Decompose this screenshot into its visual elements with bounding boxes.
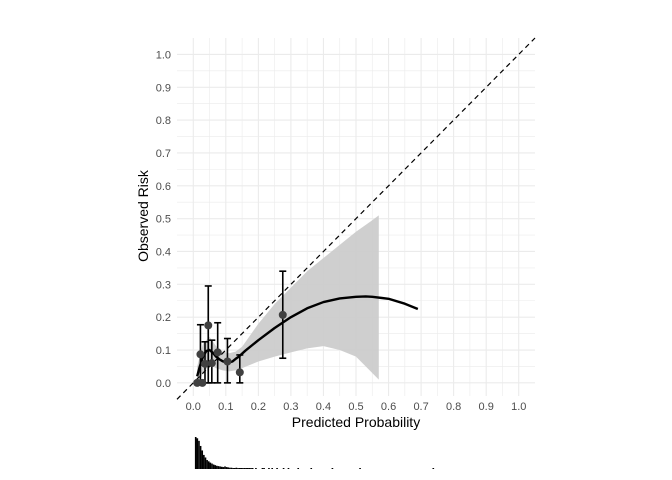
histogram-bar (233, 468, 236, 469)
histogram-bar (276, 468, 278, 469)
histogram-bar (261, 468, 264, 469)
histogram-bar (240, 468, 243, 469)
histogram-bar (282, 468, 285, 469)
histogram-bar (224, 466, 226, 469)
histogram-bar (263, 468, 265, 469)
smooth-curve (196, 295, 419, 377)
histogram-bar (331, 468, 334, 469)
confidence-band (197, 215, 379, 387)
y-tick-label: 0.5 (156, 214, 171, 226)
histogram-bar (310, 468, 313, 469)
histogram-bar (238, 468, 241, 469)
histogram-bar (235, 467, 238, 469)
y-tick-label: 0.3 (156, 279, 171, 291)
x-tick-labels: 0.0 0.1 0.2 0.3 0.4 0.5 0.6 0.7 0.8 0.9 1.0 (186, 401, 527, 413)
y-tick-label: 0.2 (156, 312, 171, 324)
y-tick-label: 0.4 (156, 246, 171, 258)
data-point (213, 348, 222, 357)
x-tick-label: 0.1 (218, 401, 233, 413)
x-tick-label: 1.0 (511, 401, 526, 413)
histogram-bar (255, 468, 257, 469)
histogram-bar (204, 457, 207, 469)
smooth-calibration-curve (196, 295, 419, 377)
histogram-bar (194, 437, 197, 469)
histogram-bar (243, 468, 246, 469)
data-point (198, 378, 207, 387)
histogram-bar (227, 467, 230, 469)
data-point (196, 350, 205, 359)
histogram-bar (219, 466, 221, 469)
confidence-band-area (197, 215, 379, 387)
histogram-bar (198, 440, 200, 469)
histogram-bar (201, 450, 204, 469)
x-tick-label: 0.2 (251, 401, 266, 413)
histogram-bar (248, 468, 251, 469)
histogram-bar (287, 468, 290, 469)
data-point (235, 368, 244, 377)
x-tick-label: 0.4 (316, 401, 331, 413)
histogram-bar (199, 445, 202, 469)
histogram-bar (196, 438, 199, 469)
y-tick-label: 0.1 (156, 345, 171, 357)
x-tick-label: 0.5 (348, 401, 363, 413)
y-tick-label: 0.6 (156, 181, 171, 193)
histogram-bar (268, 468, 270, 469)
data-point (223, 357, 232, 366)
histogram (194, 437, 435, 469)
histogram-bar (229, 467, 231, 469)
histogram-bar (220, 466, 223, 469)
histogram-bar (212, 464, 215, 469)
y-tick-label: 0.8 (156, 115, 171, 127)
data-point (204, 321, 213, 330)
histogram-bar (209, 462, 212, 469)
histogram-bar (245, 468, 247, 469)
histogram-bar (297, 468, 300, 469)
x-tick-label: 0.7 (413, 401, 428, 413)
x-tick-label: 0.3 (283, 401, 298, 413)
histogram-bar (207, 461, 210, 469)
data-point (278, 310, 287, 319)
histogram-bar (242, 468, 244, 469)
histogram-bar (216, 465, 218, 469)
histogram-bar (206, 460, 208, 469)
histogram-bar (211, 463, 213, 469)
y-tick-label: 0.7 (156, 148, 171, 160)
y-axis-title: Observed Risk (135, 169, 151, 262)
histogram-bar (271, 468, 274, 469)
x-tick-label: 0.6 (381, 401, 396, 413)
y-tick-label: 1.0 (156, 49, 171, 61)
histogram-bar (237, 468, 239, 469)
histogram-bar (359, 468, 361, 469)
histogram-bar (225, 467, 228, 469)
histogram-bar (203, 454, 205, 469)
data-point (207, 359, 216, 368)
y-tick-label: 0.9 (156, 82, 171, 94)
histogram-bar (250, 468, 252, 469)
histogram-bar (217, 466, 220, 469)
histogram-bar (230, 467, 233, 469)
histogram-bar (251, 468, 254, 469)
histogram-bar (246, 468, 249, 469)
y-tick-label: 0.0 (156, 378, 171, 390)
reference-line (176, 37, 536, 400)
x-tick-label: 0.8 (446, 401, 461, 413)
data-point (200, 359, 209, 368)
histogram-bar (214, 465, 217, 469)
histogram-bar (232, 468, 234, 469)
histogram-bar (432, 468, 435, 469)
y-tick-labels: 0.0 0.1 0.2 0.3 0.4 0.5 0.6 0.7 0.8 0.9 1.0 (156, 49, 171, 389)
grouped-points (193, 310, 287, 387)
x-tick-label: 0.0 (186, 401, 201, 413)
x-tick-label: 0.9 (479, 401, 494, 413)
diagonal-reference-line (176, 37, 536, 400)
x-axis-title: Predicted Probability (292, 414, 420, 430)
histogram-bar (222, 467, 225, 469)
